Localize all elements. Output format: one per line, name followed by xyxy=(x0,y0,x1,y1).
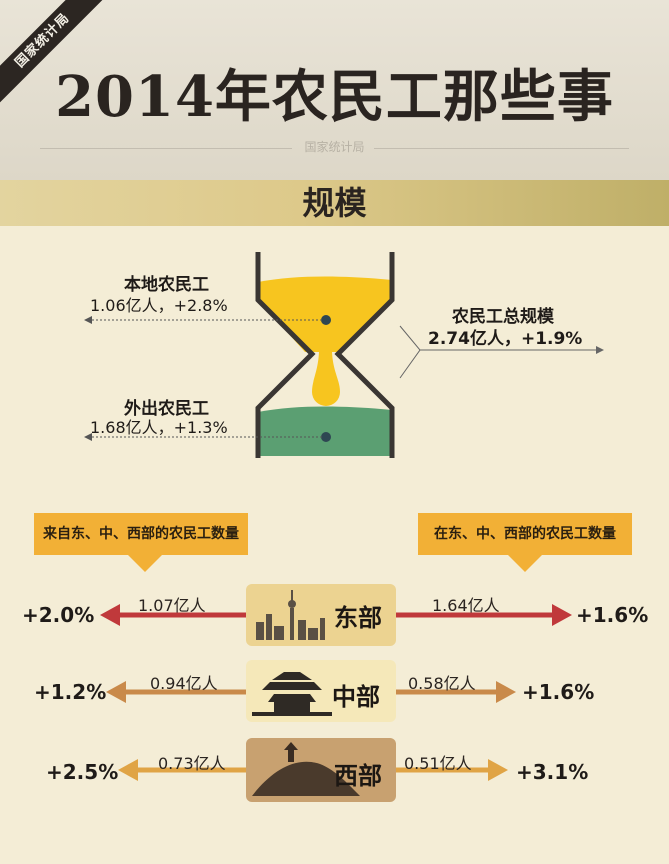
in-arrow-head-west xyxy=(488,759,508,781)
from-value-central: 0.94亿人 xyxy=(150,674,218,693)
region-name-west: 西部 xyxy=(334,762,382,790)
hourglass-icon xyxy=(255,252,395,458)
in-pct-east: +1.6% xyxy=(576,603,649,627)
from-value-west: 0.73亿人 xyxy=(158,754,226,773)
migrant-worker-label: 外出农民工 xyxy=(124,399,209,419)
in-pct-west: +3.1% xyxy=(516,760,589,784)
in-arrow-head-east xyxy=(552,604,572,626)
local-worker-label: 本地农民工 xyxy=(124,275,209,295)
local-worker-value: 1.06亿人，+2.8% xyxy=(90,296,228,315)
in-arrow-head-central xyxy=(496,681,516,703)
divider-right xyxy=(374,148,629,149)
section-title: 规模 xyxy=(302,184,367,222)
in-value-east: 1.64亿人 xyxy=(432,596,500,615)
from-value-east: 1.07亿人 xyxy=(138,596,206,615)
from-arrow-head-west xyxy=(118,759,138,781)
from-pct-east: +2.0% xyxy=(22,603,95,627)
from-arrow-head-east xyxy=(100,604,120,626)
section-bar xyxy=(0,180,669,226)
subtitle: 国家统计局 xyxy=(304,140,365,154)
in-value-central: 0.58亿人 xyxy=(408,674,476,693)
migrant-worker-value: 1.68亿人，+1.3% xyxy=(90,418,228,437)
region-west-art xyxy=(246,738,396,802)
in-pct-central: +1.6% xyxy=(522,680,595,704)
callout-from-regions: 来自东、中、西部的农民工数量 xyxy=(34,513,248,555)
region-central-art xyxy=(246,660,396,722)
region-name-east: 东部 xyxy=(334,604,382,632)
total-worker-value: 2.74亿人，+1.9% xyxy=(428,329,583,349)
in-value-west: 0.51亿人 xyxy=(404,754,472,773)
region-name-central: 中部 xyxy=(332,683,380,711)
leader-lines xyxy=(84,316,604,441)
total-worker-label: 农民工总规模 xyxy=(452,307,554,327)
divider-left xyxy=(40,148,292,149)
callout-in-regions: 在东、中、西部的农民工数量 xyxy=(418,513,632,555)
region-east-art xyxy=(246,584,396,646)
page-title: 2014年农民工那些事 xyxy=(55,64,614,130)
flow-arrows xyxy=(100,604,572,781)
header xyxy=(0,0,669,180)
from-pct-west: +2.5% xyxy=(46,760,119,784)
callout-pointer-right xyxy=(508,555,542,572)
from-arrow-head-central xyxy=(106,681,126,703)
callout-pointer-left xyxy=(128,555,162,572)
from-pct-central: +1.2% xyxy=(34,680,107,704)
